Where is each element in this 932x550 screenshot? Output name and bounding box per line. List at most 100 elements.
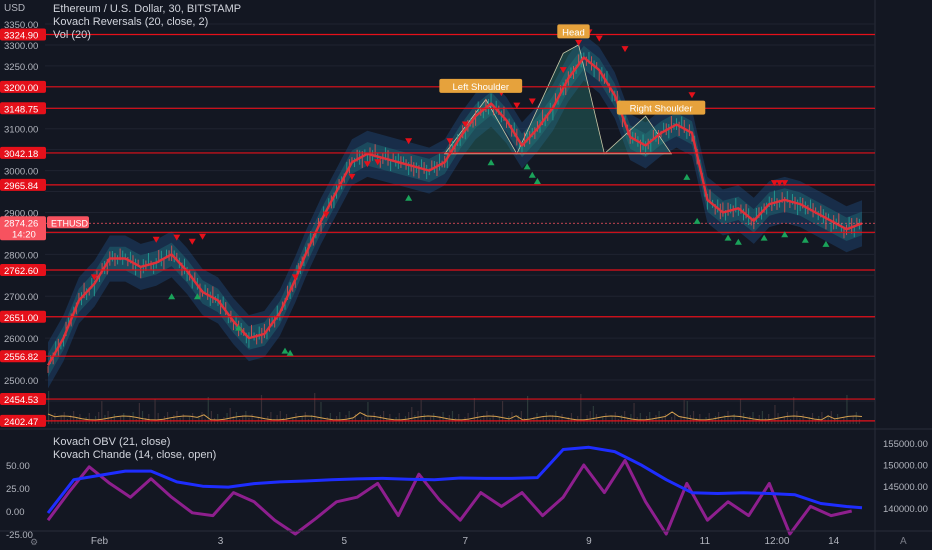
volume-bar (570, 413, 573, 424)
volume-bar (439, 416, 441, 424)
volume-bar (724, 415, 726, 424)
indicator-obv-label[interactable]: Kovach OBV (21, close) (53, 436, 171, 448)
volume-bar (63, 412, 65, 424)
volume-bar (60, 416, 62, 424)
volume-bar (505, 420, 507, 424)
level-label-box (0, 393, 46, 406)
settings-gear-icon[interactable]: ⚙ (30, 537, 39, 547)
level-label: 3042.18 (4, 149, 38, 160)
reversal-down-marker (348, 173, 356, 180)
volume-bar (614, 412, 616, 424)
lower-right-tick: 140000.00 (883, 504, 928, 515)
volume-bar (401, 420, 403, 424)
volume-bar (583, 419, 585, 424)
y-tick-label: 3350.00 (4, 20, 38, 31)
volume-bar (392, 421, 394, 424)
volume-bar (254, 421, 256, 424)
reversal-down-marker (374, 159, 382, 166)
volume-bar (608, 420, 610, 424)
level-label: 2454.53 (4, 395, 38, 406)
volume-bar (836, 414, 839, 424)
level-label-box (0, 350, 46, 363)
reversal-down-marker (559, 67, 567, 74)
reversal-down-marker (90, 274, 98, 281)
volume-bar (539, 420, 541, 424)
volume-bar (404, 416, 407, 424)
indicator-reversals-label[interactable]: Kovach Reversals (20, close, 2) (53, 16, 209, 28)
volume-bar (768, 414, 770, 424)
volume-bar (301, 416, 303, 424)
volume-bar (66, 419, 68, 424)
chart-title[interactable]: Ethereum / U.S. Dollar, 30, BITSTAMP (53, 3, 242, 15)
volume-bar (674, 413, 676, 424)
pattern-label: Left Shoulder (453, 82, 510, 93)
volume-bar (855, 412, 857, 424)
volume-bar (217, 414, 219, 424)
volume-bar (495, 421, 497, 424)
volume-bar (79, 414, 81, 424)
price-ma-line (46, 56, 863, 366)
level-label: 3324.90 (4, 31, 38, 42)
volume-bar (702, 421, 704, 424)
reversal-down-marker (595, 35, 603, 42)
level-label: 3200.00 (4, 83, 38, 94)
reversal-up-marker (281, 347, 289, 354)
reversal-down-marker (776, 180, 784, 187)
volume-bar (48, 391, 50, 424)
lower-legend: Kovach OBV (21, close) Kovach Chande (14… (53, 436, 216, 462)
indicator-volume-label[interactable]: Vol (20) (53, 29, 91, 41)
lower-left-tick: 50.00 (6, 461, 30, 472)
y-tick-label: 2500.00 (4, 376, 38, 387)
volume-bar (755, 419, 757, 424)
volume-bar (780, 420, 782, 424)
volume-bar (251, 414, 253, 424)
volume-bar (467, 413, 469, 424)
symbol-label: ETHUSD (51, 218, 89, 228)
volume-bar (210, 411, 212, 424)
reversal-down-marker (152, 236, 160, 243)
volume-bar (160, 420, 162, 424)
volume-bar (527, 396, 529, 424)
reversal-down-marker (781, 180, 789, 187)
volume-bar (433, 413, 435, 424)
volume-bar (708, 413, 710, 424)
volume-bar (157, 413, 159, 424)
auto-scale-button[interactable]: A (900, 536, 907, 547)
level-label-box (0, 178, 46, 191)
pattern-label-box (439, 78, 523, 93)
volume-bar (195, 420, 197, 424)
volume-bar (736, 421, 738, 424)
volume-bar (242, 415, 244, 424)
volume-bar (411, 407, 413, 424)
reversal-up-marker (533, 178, 541, 185)
y-tick-label: 3000.00 (4, 167, 38, 178)
volume-bar (530, 421, 532, 424)
reversal-down-marker (173, 234, 181, 241)
volume-bar (126, 420, 128, 424)
volume-bar (689, 415, 692, 424)
volume-bar (98, 412, 100, 424)
reversal-down-marker (405, 138, 413, 145)
volume-bar (220, 421, 222, 424)
volume-bar (564, 421, 566, 424)
x-tick-label: 12:00 (764, 536, 789, 547)
volume-bar (198, 416, 200, 424)
volume-bar (426, 421, 429, 424)
volume-bar (289, 421, 291, 424)
volume-bar (458, 414, 460, 424)
volume-bar (752, 412, 754, 424)
volume-bar (116, 421, 119, 424)
level-label-box (0, 146, 46, 159)
indicator-chande-label[interactable]: Kovach Chande (14, close, open) (53, 449, 217, 461)
volume-bar (605, 413, 607, 424)
volume-bar (151, 421, 153, 424)
volume-bar (132, 412, 134, 424)
volume-bar (329, 413, 331, 424)
volume-bar (445, 419, 447, 424)
level-label-box (0, 28, 46, 41)
volume-bar (761, 411, 764, 424)
volume-bar (260, 395, 263, 424)
level-label-box (0, 310, 46, 323)
volume-bar (408, 412, 410, 424)
